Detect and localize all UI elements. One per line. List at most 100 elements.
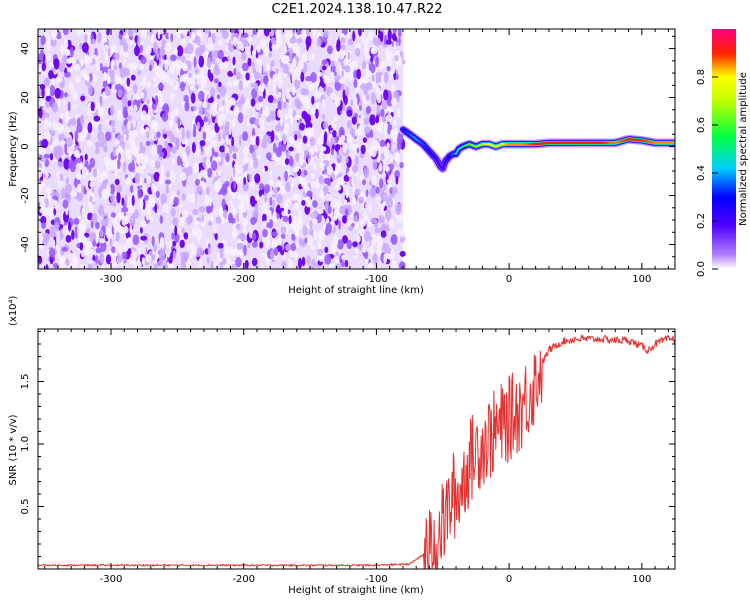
noise-blob xyxy=(159,215,163,224)
noise-blob xyxy=(186,43,194,55)
noise-blob xyxy=(284,181,291,193)
noise-blob xyxy=(76,190,84,202)
noise-blob xyxy=(106,76,111,85)
noise-blob xyxy=(194,146,202,157)
noise-blob xyxy=(236,149,240,161)
noise-blob xyxy=(134,209,139,219)
noise-blob xyxy=(294,114,302,121)
noise-blob xyxy=(243,176,247,185)
noise-blob xyxy=(139,141,143,151)
noise-blob xyxy=(201,44,206,53)
noise-blob xyxy=(306,190,313,199)
noise-blob xyxy=(375,56,379,68)
noise-blob xyxy=(111,119,116,128)
noise-blob xyxy=(348,225,354,231)
noise-blob xyxy=(220,152,228,158)
noise-blob xyxy=(302,96,309,104)
noise-blob xyxy=(54,148,61,161)
noise-blob xyxy=(253,144,258,151)
noise-blob xyxy=(71,56,77,66)
noise-blob xyxy=(390,67,396,75)
noise-blob xyxy=(134,45,140,57)
noise-blob xyxy=(344,208,349,218)
noise-blob xyxy=(225,128,230,137)
noise-blob xyxy=(380,191,388,202)
noise-blob xyxy=(138,152,145,165)
colorbar-tick-label: 0.6 xyxy=(696,117,707,133)
noise-blob xyxy=(217,169,222,177)
noise-blob xyxy=(121,95,128,105)
noise-blob xyxy=(123,67,130,77)
noise-blob xyxy=(253,72,261,80)
noise-blob xyxy=(347,171,352,177)
noise-blob xyxy=(313,230,318,241)
noise-blob xyxy=(136,89,142,101)
noise-blob xyxy=(164,42,172,52)
noise-blob xyxy=(265,222,271,228)
noise-blob xyxy=(114,83,122,91)
noise-blob xyxy=(269,170,273,179)
noise-blob xyxy=(162,202,169,214)
noise-blob xyxy=(343,94,348,106)
noise-blob xyxy=(211,32,216,44)
noise-blob xyxy=(210,87,216,97)
noise-blob xyxy=(179,74,186,85)
noise-blob xyxy=(213,225,217,234)
noise-blob xyxy=(137,69,141,76)
noise-blob xyxy=(395,152,399,159)
noise-blob xyxy=(216,156,222,162)
y-tick-label: 0.5 xyxy=(20,499,31,515)
y-tick-label: 20 xyxy=(20,91,31,104)
noise-blob xyxy=(129,225,133,235)
noise-blob xyxy=(89,195,93,203)
noise-blob xyxy=(354,221,359,230)
noise-blob xyxy=(395,203,402,216)
noise-blob xyxy=(65,235,72,243)
noise-blob xyxy=(127,100,132,107)
noise-blob xyxy=(40,35,46,46)
noise-blob xyxy=(367,71,372,78)
y-tick-label: 40 xyxy=(20,42,31,55)
noise-blob xyxy=(68,252,74,262)
noise-blob xyxy=(296,29,301,36)
noise-blob xyxy=(178,201,183,209)
noise-blob xyxy=(398,213,403,221)
noise-blob xyxy=(231,204,234,211)
noise-blob xyxy=(268,51,273,58)
noise-blob xyxy=(291,85,296,96)
noise-blob xyxy=(383,89,389,101)
snr-y-multiplier: (x10⁴) xyxy=(8,295,19,326)
noise-blob xyxy=(277,91,282,99)
noise-blob xyxy=(221,216,226,225)
noise-blob xyxy=(243,244,247,257)
noise-blob xyxy=(40,195,44,203)
noise-blob xyxy=(117,89,123,98)
noise-blob xyxy=(365,53,370,60)
noise-blob xyxy=(330,246,335,255)
noise-blob xyxy=(84,211,88,221)
noise-blob xyxy=(78,187,82,194)
noise-blob xyxy=(236,193,244,201)
noise-blob xyxy=(272,73,278,83)
noise-blob xyxy=(225,146,230,153)
noise-blob xyxy=(384,209,392,221)
noise-blob xyxy=(66,136,73,148)
noise-blob xyxy=(126,77,131,87)
noise-blob xyxy=(109,237,113,248)
noise-blob xyxy=(164,59,169,71)
noise-blob xyxy=(238,204,246,210)
noise-blob xyxy=(269,110,276,121)
noise-blob xyxy=(325,193,333,202)
noise-blob xyxy=(114,52,120,60)
noise-blob xyxy=(40,201,46,210)
noise-blob xyxy=(318,229,325,241)
noise-blob xyxy=(232,56,236,66)
noise-blob xyxy=(269,196,273,206)
noise-blob xyxy=(66,49,70,55)
noise-blob xyxy=(41,88,45,98)
noise-blob xyxy=(270,130,275,143)
noise-blob xyxy=(112,262,118,268)
noise-blob xyxy=(196,247,204,258)
noise-blob xyxy=(364,126,371,134)
noise-blob xyxy=(273,88,277,96)
